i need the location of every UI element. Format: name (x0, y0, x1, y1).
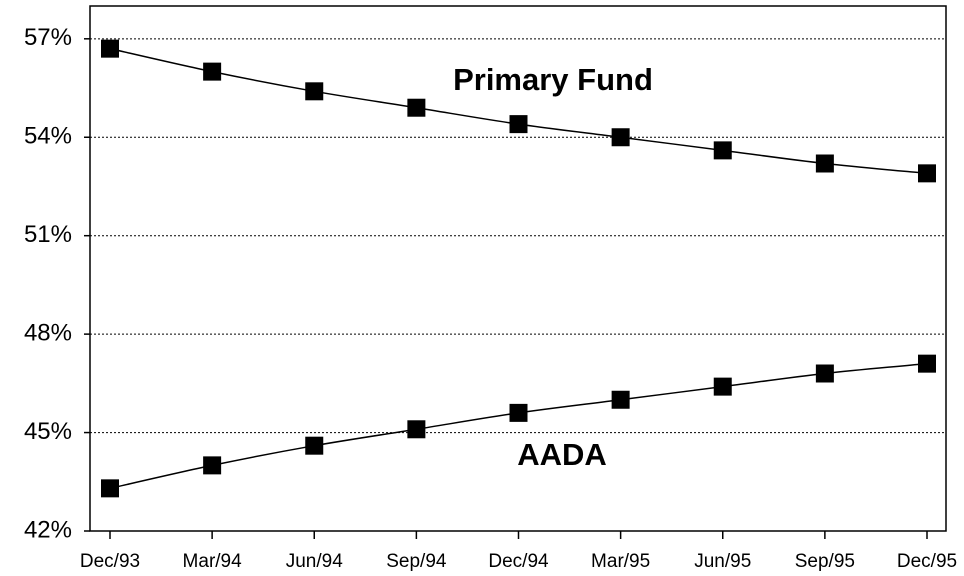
marker (611, 128, 630, 147)
series-label: Primary Fund (453, 62, 653, 97)
y-tick-label: 45% (24, 418, 72, 445)
marker (918, 164, 936, 183)
x-tick-label: Dec/93 (80, 551, 140, 572)
y-tick-label: 57% (24, 24, 72, 51)
marker (918, 354, 936, 373)
x-tick-label: Dec/95 (897, 551, 957, 572)
marker (713, 141, 732, 160)
y-tick-label: 42% (24, 516, 72, 543)
marker (305, 436, 324, 455)
x-tick-label: Jun/95 (694, 551, 751, 572)
marker (407, 420, 426, 439)
marker (203, 62, 222, 81)
y-tick-label: 54% (24, 123, 72, 150)
x-tick-label: Mar/94 (183, 551, 243, 572)
marker (305, 82, 324, 101)
marker (203, 456, 222, 475)
marker (815, 154, 834, 173)
y-tick-label: 48% (24, 319, 72, 346)
series-label: AADA (517, 437, 607, 472)
x-tick-label: Sep/94 (386, 551, 447, 572)
marker (101, 479, 119, 498)
marker (509, 403, 528, 422)
x-tick-label: Mar/95 (591, 551, 650, 572)
marker (407, 98, 426, 117)
y-tick-label: 51% (24, 221, 72, 248)
x-tick-label: Jun/94 (286, 551, 343, 572)
marker (611, 390, 630, 409)
x-tick-label: Dec/94 (488, 551, 549, 572)
marker (815, 364, 834, 383)
marker (509, 115, 528, 134)
marker (713, 377, 732, 396)
marker (101, 39, 119, 58)
x-tick-label: Sep/95 (795, 551, 855, 572)
